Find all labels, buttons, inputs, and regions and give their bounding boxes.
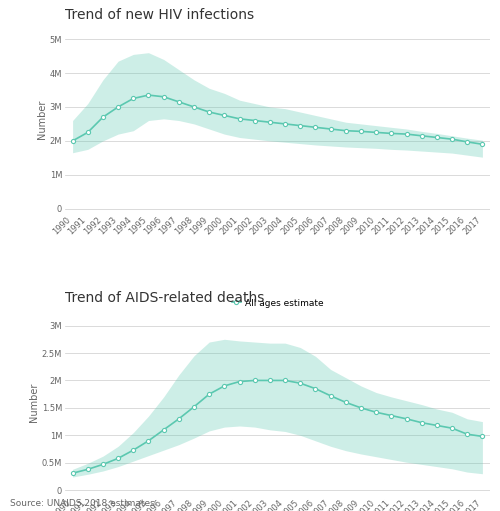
All ages estimate (418, 420, 424, 426)
Line: All ages estimate: All ages estimate (70, 378, 484, 475)
Line: All ages estimate: All ages estimate (70, 93, 484, 146)
All ages estimate (160, 94, 166, 100)
All ages estimate (70, 470, 75, 476)
All ages estimate (343, 399, 349, 405)
All ages estimate (252, 118, 258, 124)
All ages estimate (464, 139, 470, 145)
All ages estimate (328, 393, 334, 399)
All ages estimate (70, 138, 75, 144)
All ages estimate (388, 412, 394, 419)
Legend: All ages estimate: All ages estimate (228, 295, 326, 311)
Y-axis label: Number: Number (37, 99, 47, 138)
All ages estimate (160, 427, 166, 433)
All ages estimate (236, 379, 242, 385)
All ages estimate (176, 99, 182, 105)
All ages estimate (267, 378, 273, 384)
All ages estimate (312, 124, 318, 130)
All ages estimate (480, 141, 486, 147)
All ages estimate (191, 104, 197, 110)
Text: Source: UNAIDS 2018 estimates: Source: UNAIDS 2018 estimates (10, 499, 155, 508)
All ages estimate (252, 378, 258, 384)
All ages estimate (373, 409, 379, 415)
Text: Trend of new HIV infections: Trend of new HIV infections (65, 8, 254, 21)
All ages estimate (282, 121, 288, 127)
All ages estimate (130, 96, 136, 102)
All ages estimate (312, 386, 318, 392)
All ages estimate (388, 130, 394, 136)
All ages estimate (176, 416, 182, 422)
All ages estimate (85, 466, 91, 472)
All ages estimate (343, 128, 349, 134)
All ages estimate (358, 405, 364, 411)
All ages estimate (404, 131, 409, 137)
All ages estimate (267, 119, 273, 125)
All ages estimate (418, 133, 424, 139)
All ages estimate (100, 114, 106, 120)
All ages estimate (434, 134, 440, 141)
All ages estimate (404, 416, 409, 422)
Y-axis label: Number: Number (29, 383, 39, 422)
All ages estimate (115, 104, 121, 110)
All ages estimate (449, 425, 455, 431)
All ages estimate (100, 461, 106, 468)
All ages estimate (146, 438, 152, 444)
All ages estimate (130, 447, 136, 453)
All ages estimate (328, 126, 334, 132)
All ages estimate (298, 380, 304, 386)
All ages estimate (480, 433, 486, 439)
All ages estimate (464, 431, 470, 437)
All ages estimate (449, 136, 455, 142)
All ages estimate (358, 128, 364, 134)
All ages estimate (282, 378, 288, 384)
All ages estimate (236, 116, 242, 122)
All ages estimate (434, 423, 440, 429)
All ages estimate (206, 109, 212, 115)
All ages estimate (146, 92, 152, 98)
All ages estimate (206, 391, 212, 397)
All ages estimate (222, 112, 228, 119)
All ages estimate (85, 129, 91, 135)
All ages estimate (298, 123, 304, 129)
All ages estimate (373, 129, 379, 135)
All ages estimate (191, 404, 197, 410)
All ages estimate (222, 383, 228, 389)
All ages estimate (115, 455, 121, 461)
Text: Trend of AIDS-related deaths: Trend of AIDS-related deaths (65, 291, 264, 305)
